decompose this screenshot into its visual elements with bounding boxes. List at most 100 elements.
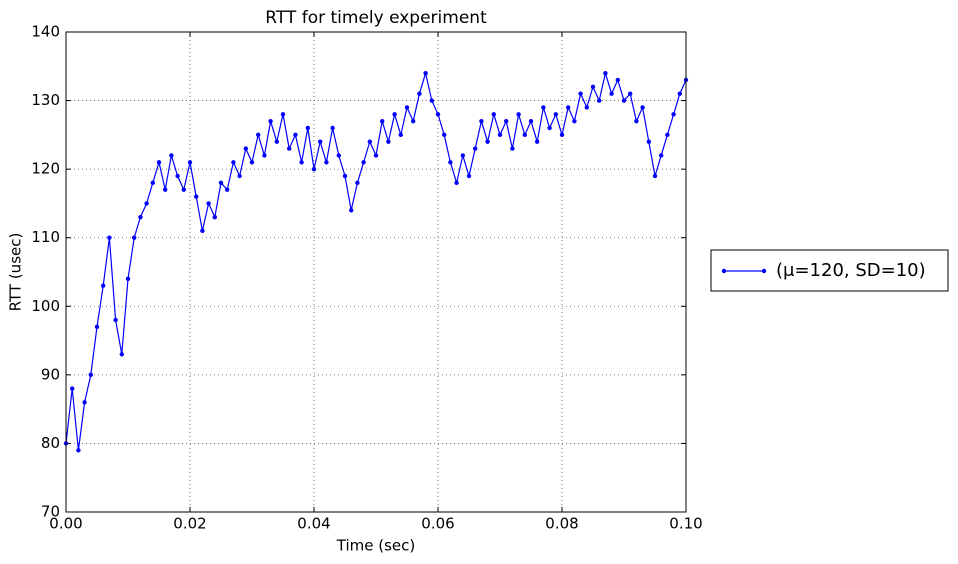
- data-point: [119, 352, 125, 357]
- data-point: [665, 132, 670, 138]
- data-point: [553, 112, 558, 117]
- data-point: [231, 160, 236, 165]
- data-point: [566, 105, 571, 110]
- x-tick-label: 0.00: [49, 515, 82, 533]
- data-point: [287, 146, 292, 151]
- data-point: [187, 160, 193, 165]
- data-point: [454, 180, 459, 186]
- data-point: [597, 98, 602, 103]
- data-point: [262, 153, 267, 158]
- x-tick-label: 0.10: [669, 515, 702, 533]
- data-point: [479, 118, 484, 124]
- data-point: [516, 112, 521, 117]
- x-tick-label: 0.06: [421, 515, 454, 533]
- data-point: [510, 146, 515, 151]
- data-point: [82, 400, 87, 405]
- data-point: [318, 139, 323, 144]
- data-point: [107, 235, 112, 240]
- data-point: [299, 160, 304, 165]
- data-point: [584, 105, 589, 110]
- data-point: [380, 118, 385, 124]
- data-point: [274, 139, 279, 144]
- data-point: [349, 208, 354, 213]
- data-point: [76, 448, 81, 453]
- data-point: [460, 153, 465, 158]
- data-point: [206, 201, 211, 206]
- data-point: [448, 160, 453, 165]
- data-point: [429, 98, 434, 103]
- data-point: [466, 173, 472, 179]
- data-point: [547, 125, 552, 131]
- y-axis-label: RTT (usec): [7, 233, 25, 312]
- data-point: [535, 139, 540, 144]
- data-point: [373, 153, 379, 158]
- data-point: [640, 105, 645, 110]
- data-point: [590, 84, 596, 90]
- data-point: [504, 118, 509, 124]
- plot-frame: [65, 31, 687, 513]
- data-point: [256, 132, 261, 138]
- y-tick-label: 90: [41, 365, 60, 383]
- x-tick-label: 0.04: [297, 515, 330, 533]
- data-point: [293, 132, 298, 138]
- legend-label: (μ=120, SD=10): [776, 260, 926, 281]
- data-point: [138, 214, 143, 220]
- legend-marker: [721, 268, 727, 274]
- data-point: [615, 77, 620, 83]
- data-point: [634, 118, 639, 124]
- data-point: [150, 180, 155, 186]
- data-point: [355, 180, 360, 186]
- data-point: [621, 98, 627, 103]
- data-point: [578, 91, 583, 96]
- data-point: [497, 132, 503, 138]
- data-point: [268, 118, 273, 124]
- data-point: [522, 132, 527, 138]
- legend-marker: [761, 268, 767, 274]
- data-point: [311, 166, 317, 172]
- data-point: [237, 173, 242, 179]
- data-point: [70, 386, 75, 391]
- data-point: [411, 118, 416, 124]
- data-point: [392, 112, 397, 117]
- data-point: [442, 132, 447, 138]
- data-point: [671, 112, 676, 117]
- data-point: [628, 91, 633, 96]
- data-point: [218, 180, 224, 186]
- data-point: [646, 139, 651, 144]
- data-point: [200, 228, 205, 234]
- data-point: [367, 139, 372, 144]
- y-tick-label: 80: [41, 434, 60, 452]
- data-point: [652, 173, 658, 179]
- data-point: [572, 118, 577, 124]
- y-tick-label: 110: [31, 228, 60, 246]
- data-point: [212, 214, 217, 220]
- data-point: [132, 235, 137, 240]
- data-point: [541, 105, 546, 110]
- x-axis-label: Time (sec): [336, 537, 415, 555]
- x-tick-label: 0.08: [545, 515, 578, 533]
- data-point: [423, 70, 428, 76]
- data-point: [336, 153, 341, 158]
- y-tick-label: 70: [41, 503, 60, 521]
- data-point: [342, 173, 348, 179]
- chart-title: RTT for timely experiment: [265, 8, 487, 28]
- data-point: [225, 187, 230, 192]
- data-point: [473, 146, 478, 151]
- data-point: [175, 173, 180, 179]
- data-point: [194, 194, 199, 199]
- data-point: [305, 125, 310, 131]
- data-point: [659, 153, 664, 158]
- data-point: [559, 132, 565, 138]
- data-point: [417, 91, 422, 96]
- data-point: [603, 70, 608, 76]
- data-point: [330, 125, 335, 131]
- data-point: [435, 112, 441, 117]
- data-point: [528, 118, 534, 124]
- data-point: [125, 276, 131, 282]
- data-point: [280, 112, 286, 117]
- data-point: [404, 105, 410, 110]
- data-point: [144, 201, 149, 206]
- y-tick-label: 140: [31, 23, 60, 41]
- data-point: [324, 160, 329, 165]
